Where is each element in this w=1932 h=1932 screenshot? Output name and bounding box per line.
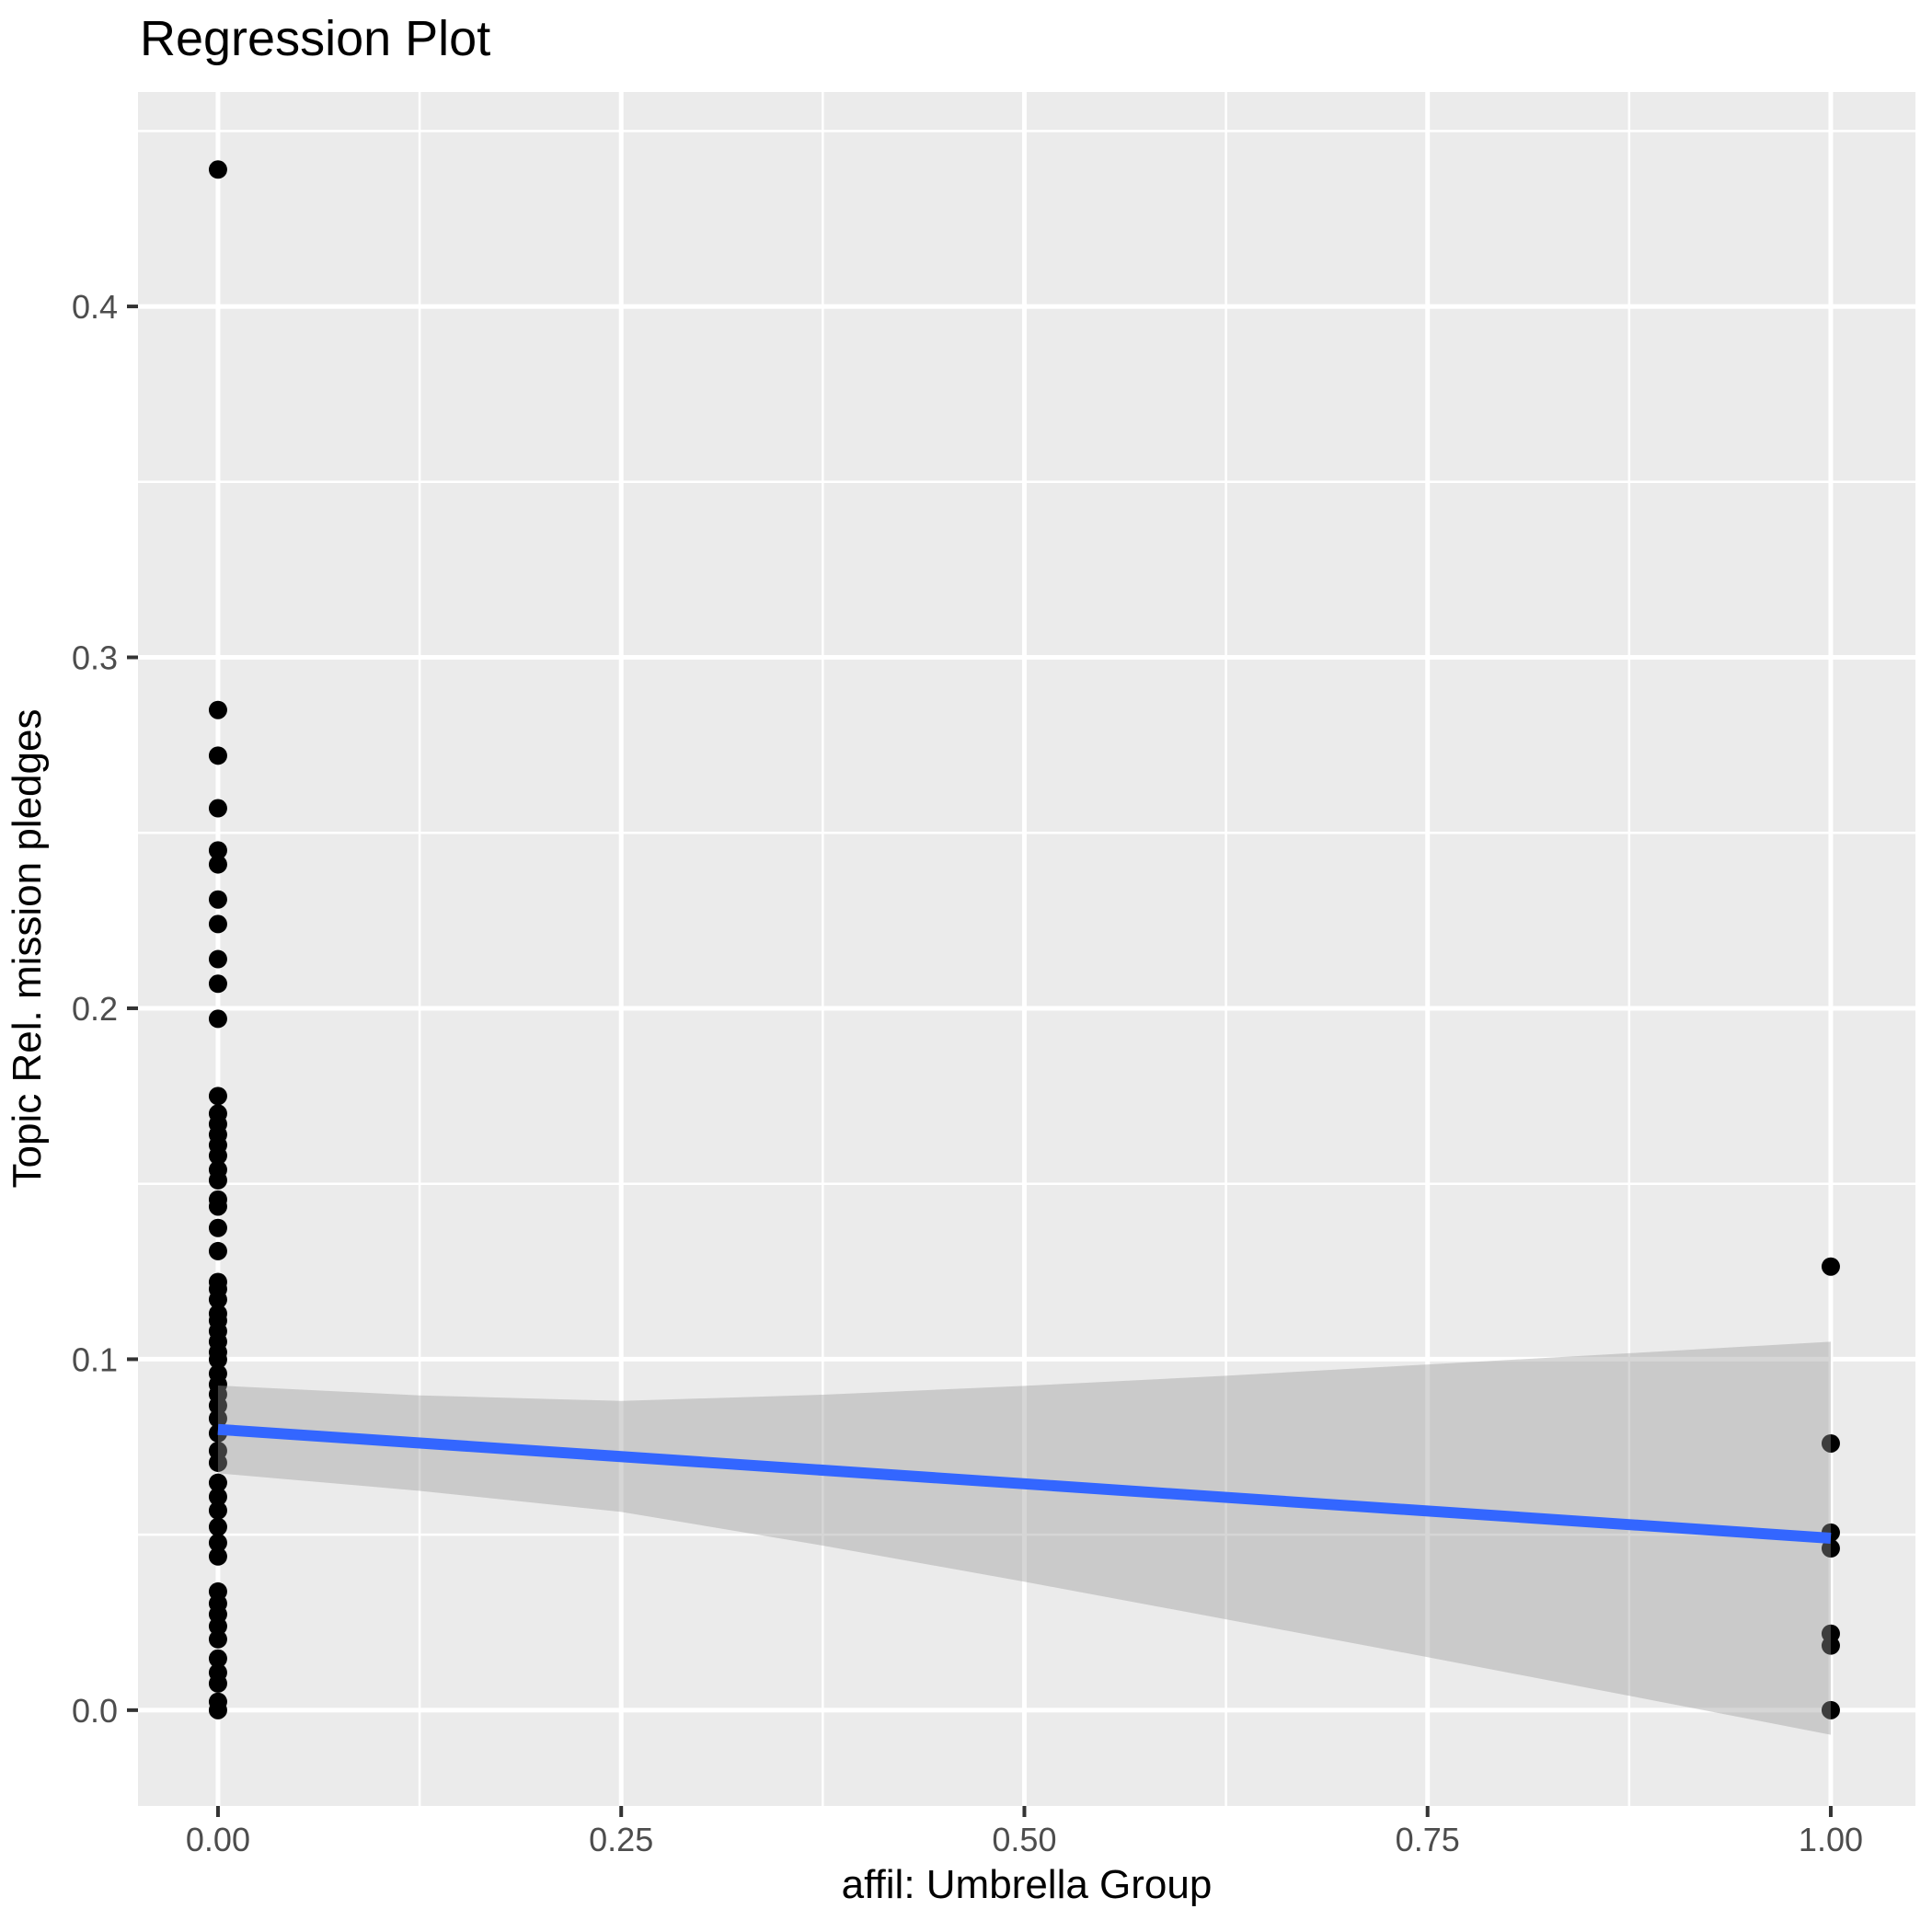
data-point xyxy=(208,1170,227,1190)
regression-line xyxy=(217,1423,1832,1544)
data-point xyxy=(208,1290,227,1309)
plot-title: Regression Plot xyxy=(140,11,490,66)
data-point xyxy=(208,1700,227,1719)
axis-tick-marks xyxy=(127,305,1833,1817)
data-point xyxy=(208,1547,227,1566)
x-tick-label: 0.25 xyxy=(589,1821,653,1858)
data-point xyxy=(208,1673,227,1693)
data-point xyxy=(208,855,227,874)
data-point xyxy=(208,1616,227,1636)
data-point xyxy=(208,1087,227,1106)
data-point xyxy=(208,1473,227,1492)
y-axis-title: Topic Rel. mission pledges xyxy=(5,709,50,1189)
data-point xyxy=(1821,1539,1840,1558)
x-tick-label: 0.75 xyxy=(1396,1821,1460,1858)
data-point xyxy=(208,974,227,994)
y-tick-label: 0.4 xyxy=(72,288,118,326)
minor-gridlines xyxy=(138,92,1915,1806)
data-point xyxy=(208,1517,227,1536)
data-point xyxy=(208,1009,227,1029)
data-point xyxy=(208,1501,227,1520)
data-point xyxy=(208,1218,227,1237)
y-tick-label: 0.1 xyxy=(72,1340,118,1378)
data-point xyxy=(208,1396,227,1415)
data-point xyxy=(208,890,227,909)
x-tick-label: 1.00 xyxy=(1799,1821,1863,1858)
axis-tick-labels: 0.0 0.1 0.2 0.3 0.4 0.00 0.25 0.50 0.75 1.00 xyxy=(72,288,1863,1858)
data-point xyxy=(208,160,227,179)
data-point xyxy=(208,1649,227,1668)
data-point xyxy=(1821,1433,1840,1453)
data-point xyxy=(208,1629,227,1649)
data-point xyxy=(208,841,227,860)
data-point xyxy=(208,949,227,969)
data-point xyxy=(208,799,227,818)
y-tick-label: 0.3 xyxy=(72,639,118,677)
data-point xyxy=(208,1241,227,1260)
confidence-band xyxy=(217,1341,1831,1735)
y-tick-label: 0.0 xyxy=(72,1692,118,1730)
data-point xyxy=(1821,1700,1840,1719)
data-point xyxy=(208,1350,227,1369)
data-point xyxy=(208,914,227,934)
data-point xyxy=(208,1487,227,1506)
scatter-points xyxy=(208,160,1840,1719)
data-point xyxy=(208,700,227,719)
x-axis-title: affil: Umbrella Group xyxy=(842,1862,1213,1907)
data-point xyxy=(208,1197,227,1216)
data-point xyxy=(1821,1636,1840,1655)
major-gridlines xyxy=(138,92,1915,1806)
data-point xyxy=(208,1409,227,1428)
data-point xyxy=(1821,1257,1840,1276)
y-tick-label: 0.2 xyxy=(72,990,118,1028)
x-tick-label: 0.00 xyxy=(186,1821,250,1858)
data-point xyxy=(208,1453,227,1472)
data-point xyxy=(208,1533,227,1552)
data-point xyxy=(208,746,227,765)
x-tick-label: 0.50 xyxy=(992,1821,1056,1858)
data-point xyxy=(208,1146,227,1166)
